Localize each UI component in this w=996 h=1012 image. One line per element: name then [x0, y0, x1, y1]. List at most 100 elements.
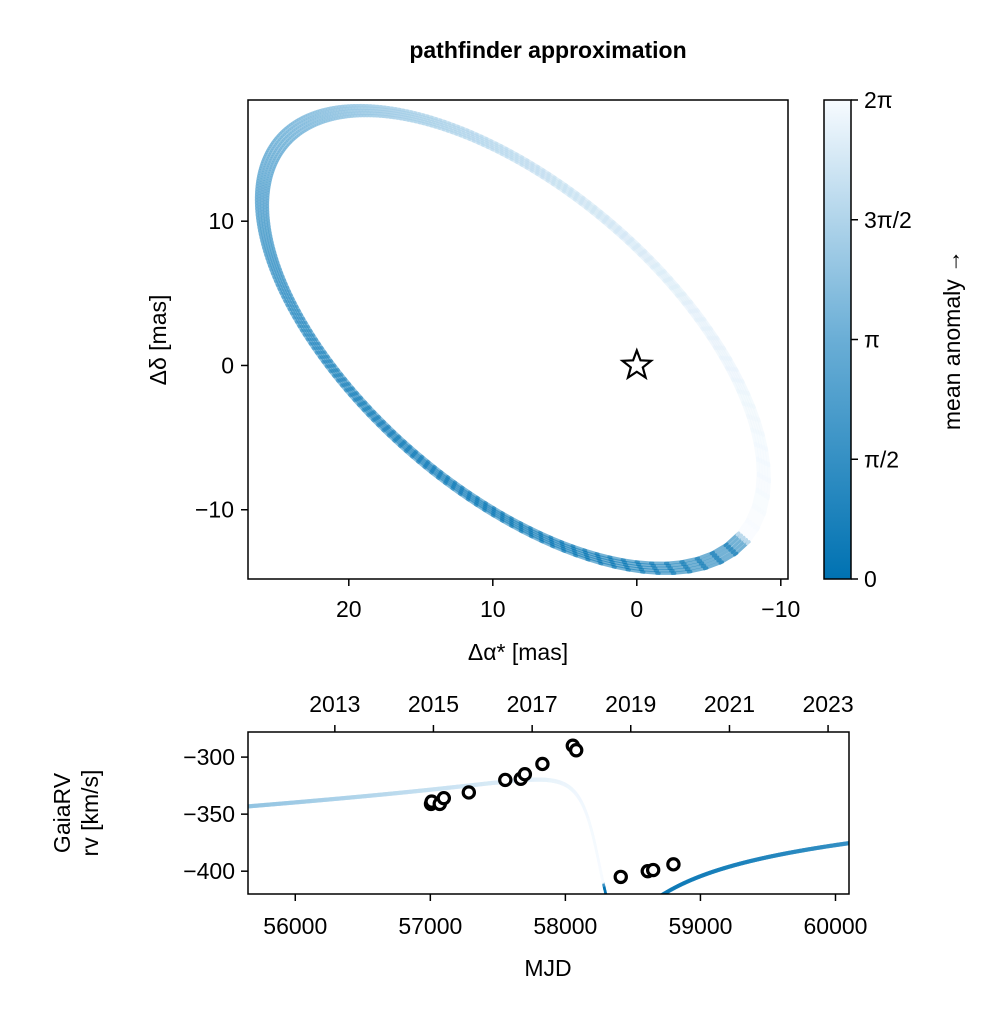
rv-model-segment: [654, 900, 655, 901]
rv-model-segment: [639, 911, 640, 912]
orbit-x-tick-label: 0: [630, 596, 643, 622]
rv-y-tick-label: −350: [183, 801, 235, 827]
rv-model-segment: [656, 897, 657, 898]
rv-data-point: [535, 756, 550, 772]
rv-model-segment: [611, 911, 612, 913]
rv-model-segment: [627, 919, 628, 920]
rv-model-segment: [611, 912, 612, 914]
orbit-segment: [735, 518, 750, 537]
rv-model-segment: [636, 914, 637, 915]
colorbar-tick-label: 3π/2: [864, 207, 912, 233]
rv-model-segment: [617, 920, 618, 921]
rv-model-segment: [645, 907, 646, 908]
rv-model-segment: [637, 912, 638, 913]
rv-model-segment: [643, 908, 644, 909]
rv-axes-frame: [247, 731, 850, 895]
rv-model-segment: [640, 910, 641, 911]
orbit-x-tick-label: 10: [480, 596, 506, 622]
rv-model-segment: [648, 905, 649, 906]
rv-x-axis-label: MJD: [524, 955, 571, 981]
rv-model-segment: [641, 908, 642, 909]
rv-model-segment: [634, 915, 635, 916]
rv-model-segment: [607, 899, 608, 903]
rv-model-segment: [642, 908, 643, 909]
rv-model-segment: [652, 901, 653, 902]
rv-model-segment: [638, 911, 639, 912]
rv-model-segment: [615, 917, 616, 918]
rv-model-segment: [649, 902, 650, 903]
rv-data-point: [568, 743, 584, 758]
rv-model-segment: [607, 898, 608, 902]
rv-year-tick-label: 2021: [704, 691, 755, 717]
rv-model-segment: [638, 912, 639, 913]
rv-model-segment: [659, 897, 660, 898]
rv-model-segment: [656, 899, 657, 900]
rv-model-segment: [629, 919, 630, 920]
rv-data-point: [613, 869, 628, 885]
orbit-segment: [740, 522, 755, 541]
star-icon: [619, 347, 655, 381]
rv-model-segment: [646, 905, 647, 906]
rv-model-segment: [658, 898, 659, 899]
rv-model-segment: [648, 903, 649, 904]
orbit-x-ticks: 20 10 0 −10: [336, 579, 800, 622]
rv-data-point: [645, 862, 661, 878]
rv-year-tick-label: 2015: [408, 691, 459, 717]
rv-model-segment: [612, 914, 613, 916]
rv-data-points: [423, 738, 681, 885]
rv-model-segment: [608, 901, 609, 904]
rv-data-point: [666, 857, 681, 872]
rv-model-segment: [628, 919, 629, 920]
rv-model-segment: [610, 910, 611, 912]
rv-model-segment: [657, 899, 658, 900]
rv-model-segment: [635, 914, 636, 915]
rv-model-segment: [658, 897, 659, 898]
rv-model-segment: [655, 898, 656, 899]
rv-model-segment: [651, 903, 652, 904]
rv-year-ticks: 2013 2015 2017 2019 2021 2023: [309, 691, 854, 732]
rv-year-tick-label: 2013: [309, 691, 360, 717]
rv-model-segment: [615, 917, 616, 918]
rv-model-segment: [638, 911, 639, 912]
rv-model-segment: [629, 918, 630, 919]
rv-model-segment: [637, 913, 638, 914]
orbit-y-tick-label: −10: [195, 497, 234, 523]
rv-model-segment: [640, 911, 641, 912]
rv-model-segment: [658, 898, 659, 899]
rv-y-axis-label-line-2: rv [km/s]: [77, 770, 103, 857]
rv-model-segment: [634, 915, 635, 916]
rv-year-tick-label: 2017: [507, 691, 558, 717]
rv-model-segment: [657, 898, 658, 899]
rv-model-segment: [650, 902, 651, 903]
rv-model-segment: [634, 916, 635, 917]
rv-data-point: [498, 772, 513, 788]
orbit-axes-frame: [247, 99, 789, 580]
rv-model-segment: [632, 915, 633, 916]
rv-model-segment: [652, 902, 653, 903]
rv-model-segment: [630, 918, 631, 919]
rv-model-segment: [658, 897, 659, 898]
rv-model-segment: [647, 905, 648, 906]
rv-model-segment: [611, 910, 612, 912]
rv-model-segment: [662, 895, 663, 896]
rv-model-segment: [646, 907, 647, 908]
rv-model-segment: [613, 914, 614, 916]
rv-model-segment: [609, 904, 610, 907]
orbit-segment: [738, 520, 753, 539]
rv-y-axis-label: GaiaRV rv [km/s]: [49, 770, 103, 857]
rv-model-segment: [651, 901, 652, 902]
rv-model-segment: [609, 906, 610, 909]
rv-model-segment: [627, 920, 628, 921]
rv-model-segment: [631, 916, 632, 917]
rv-model-segment: [616, 918, 617, 919]
rv-y-axis-label-line-1: GaiaRV: [49, 772, 75, 853]
rv-model-segment: [613, 914, 614, 916]
rv-model-segment: [608, 902, 609, 905]
orbit-y-tick-label: 10: [208, 208, 234, 234]
orbit-x-tick-label: 20: [336, 596, 362, 622]
rv-model-segment: [609, 905, 610, 908]
rv-model-segment: [636, 912, 637, 913]
orbit-segment: [745, 526, 761, 546]
orbit-y-tick-label: 0: [221, 352, 234, 378]
rv-model-segment: [631, 917, 632, 918]
